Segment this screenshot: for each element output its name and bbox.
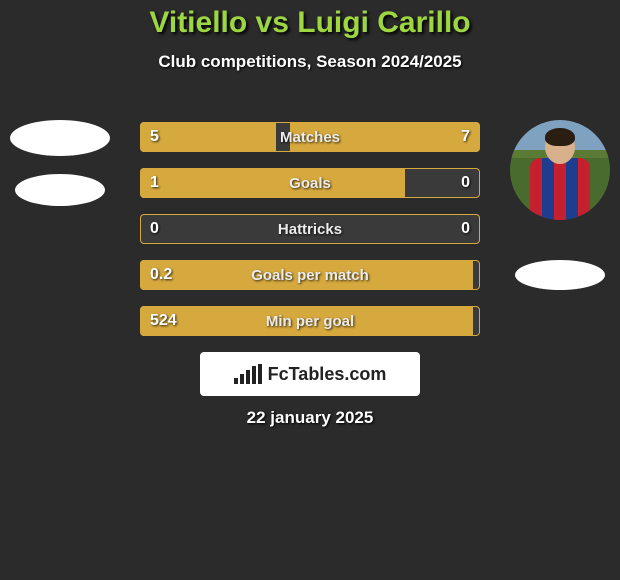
player2-photo-col (510, 120, 610, 308)
stat-label: Goals per match (140, 260, 480, 290)
stat-row-matches: 5 Matches 7 (140, 122, 480, 152)
stat-label: Hattricks (140, 214, 480, 244)
stat-label: Goals (140, 168, 480, 198)
stat-row-goals: 1 Goals 0 (140, 168, 480, 198)
vs-text: vs (256, 6, 289, 39)
stat-val-right: 7 (461, 122, 470, 152)
player2-photo (510, 120, 610, 220)
player1-photo-placeholder (10, 120, 110, 156)
stat-val-right: 0 (461, 168, 470, 198)
date-text: 22 january 2025 (0, 408, 620, 428)
logo-text: FcTables.com (268, 364, 387, 385)
stat-row-hattricks: 0 Hattricks 0 (140, 214, 480, 244)
player2-name: Luigi Carillo (297, 6, 470, 39)
player1-photo-col (10, 120, 110, 224)
subtitle: Club competitions, Season 2024/2025 (0, 52, 620, 72)
player2-photo-placeholder (515, 260, 605, 290)
player1-photo-placeholder-2 (15, 174, 105, 206)
comparison-card: Vitiello vs Luigi Carillo Club competiti… (0, 0, 620, 580)
stat-row-mpg: 524 Min per goal (140, 306, 480, 336)
stat-val-right: 0 (461, 214, 470, 244)
logo: FcTables.com (200, 352, 420, 396)
stats-area: 5 Matches 7 1 Goals 0 0 Hattricks 0 (140, 122, 480, 352)
bars-icon (234, 364, 262, 384)
stat-row-gpm: 0.2 Goals per match (140, 260, 480, 290)
stat-label: Min per goal (140, 306, 480, 336)
stat-label: Matches (140, 122, 480, 152)
player1-name: Vitiello (149, 6, 247, 39)
page-title: Vitiello vs Luigi Carillo (0, 0, 620, 40)
